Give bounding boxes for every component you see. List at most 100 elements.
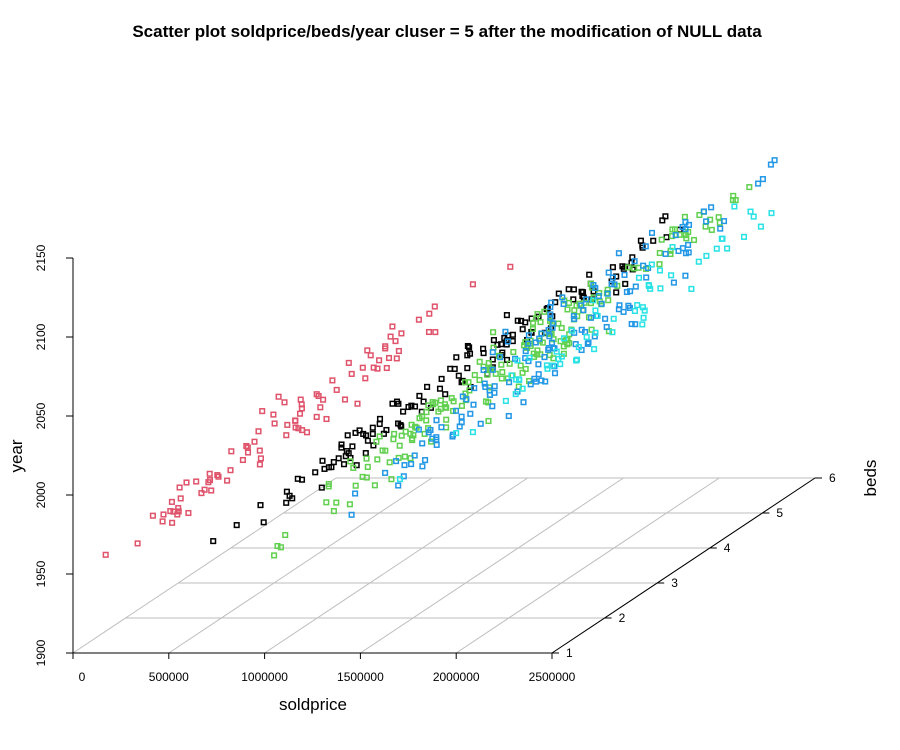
- data-point: [352, 490, 359, 497]
- data-point: [708, 204, 715, 211]
- data-point: [682, 219, 689, 226]
- data-point: [340, 461, 348, 468]
- data-point: [102, 551, 109, 558]
- data-point: [568, 327, 575, 334]
- data-point: [622, 280, 629, 287]
- data-point: [348, 511, 355, 518]
- data-point: [489, 356, 496, 363]
- data-point: [747, 208, 754, 215]
- data-point: [374, 365, 381, 372]
- data-point: [456, 423, 463, 430]
- data-point: [416, 392, 423, 399]
- data-point: [193, 478, 200, 485]
- z-tick-label: 2000: [34, 481, 48, 508]
- data-point: [505, 412, 512, 420]
- data-point: [631, 307, 638, 315]
- data-point: [464, 342, 471, 350]
- data-point: [227, 467, 234, 474]
- data-point: [509, 331, 516, 338]
- data-point: [244, 444, 251, 451]
- chart-title: Scatter plot soldprice/beds/year cluser …: [132, 22, 762, 41]
- data-point: [659, 217, 666, 224]
- data-point: [525, 332, 532, 339]
- data-point: [532, 339, 539, 346]
- data-point: [598, 300, 605, 307]
- data-point: [374, 456, 381, 463]
- data-point: [729, 196, 736, 204]
- data-point: [243, 442, 250, 450]
- data-point: [580, 307, 587, 314]
- data-point: [547, 303, 554, 311]
- data-point: [170, 508, 177, 515]
- data-point: [631, 258, 638, 265]
- data-point: [376, 357, 383, 364]
- data-point: [685, 241, 692, 248]
- data-point: [408, 461, 415, 468]
- data-point: [641, 307, 648, 314]
- data-point: [489, 403, 496, 410]
- data-point: [662, 213, 669, 220]
- data-point: [609, 329, 616, 336]
- data-point: [512, 391, 519, 398]
- data-point: [257, 455, 264, 462]
- data-point: [555, 290, 562, 297]
- data-point: [536, 335, 543, 342]
- data-point: [526, 354, 533, 361]
- data-point: [757, 223, 764, 230]
- data-point: [345, 359, 352, 366]
- data-point: [621, 271, 628, 278]
- grid-line-x: [360, 477, 624, 654]
- data-point: [498, 361, 505, 368]
- data-point: [547, 314, 554, 321]
- data-point: [573, 357, 580, 364]
- data-point: [548, 339, 555, 346]
- data-point: [543, 362, 550, 369]
- data-point: [592, 307, 599, 314]
- data-point: [771, 157, 778, 164]
- data-point: [656, 261, 663, 268]
- data-point: [469, 281, 476, 288]
- data-point: [640, 262, 647, 269]
- data-point: [506, 379, 513, 386]
- data-point: [578, 326, 585, 333]
- data-point: [370, 364, 377, 371]
- data-point: [387, 333, 394, 340]
- data-point: [424, 383, 431, 390]
- data-point: [419, 463, 426, 470]
- data-point: [426, 310, 433, 317]
- data-point: [453, 354, 460, 361]
- data-point: [553, 348, 560, 355]
- data-point: [594, 312, 601, 320]
- data-point: [717, 225, 724, 232]
- data-point: [520, 399, 527, 406]
- data-point: [647, 285, 654, 292]
- data-point: [466, 387, 473, 394]
- data-point: [708, 226, 715, 233]
- data-point: [609, 274, 616, 281]
- data-point: [575, 344, 582, 351]
- data-point: [452, 407, 460, 414]
- data-point: [376, 433, 383, 440]
- data-point: [400, 408, 407, 415]
- data-point: [529, 325, 536, 333]
- data-point: [610, 315, 617, 322]
- data-point: [349, 443, 356, 450]
- data-point: [507, 263, 514, 270]
- data-point: [429, 399, 436, 406]
- data-point: [558, 353, 565, 360]
- data-point: [586, 271, 593, 278]
- data-point: [393, 458, 400, 465]
- data-point: [323, 499, 330, 506]
- data-points: [102, 157, 778, 559]
- y-tick-label: 5: [776, 506, 783, 520]
- data-point: [595, 292, 602, 300]
- data-point: [640, 314, 647, 321]
- data-point: [364, 463, 371, 470]
- data-point: [533, 378, 540, 385]
- data-point: [345, 450, 352, 457]
- data-point: [427, 426, 434, 434]
- data-point: [615, 250, 622, 257]
- data-point: [628, 320, 635, 328]
- data-point: [281, 399, 288, 406]
